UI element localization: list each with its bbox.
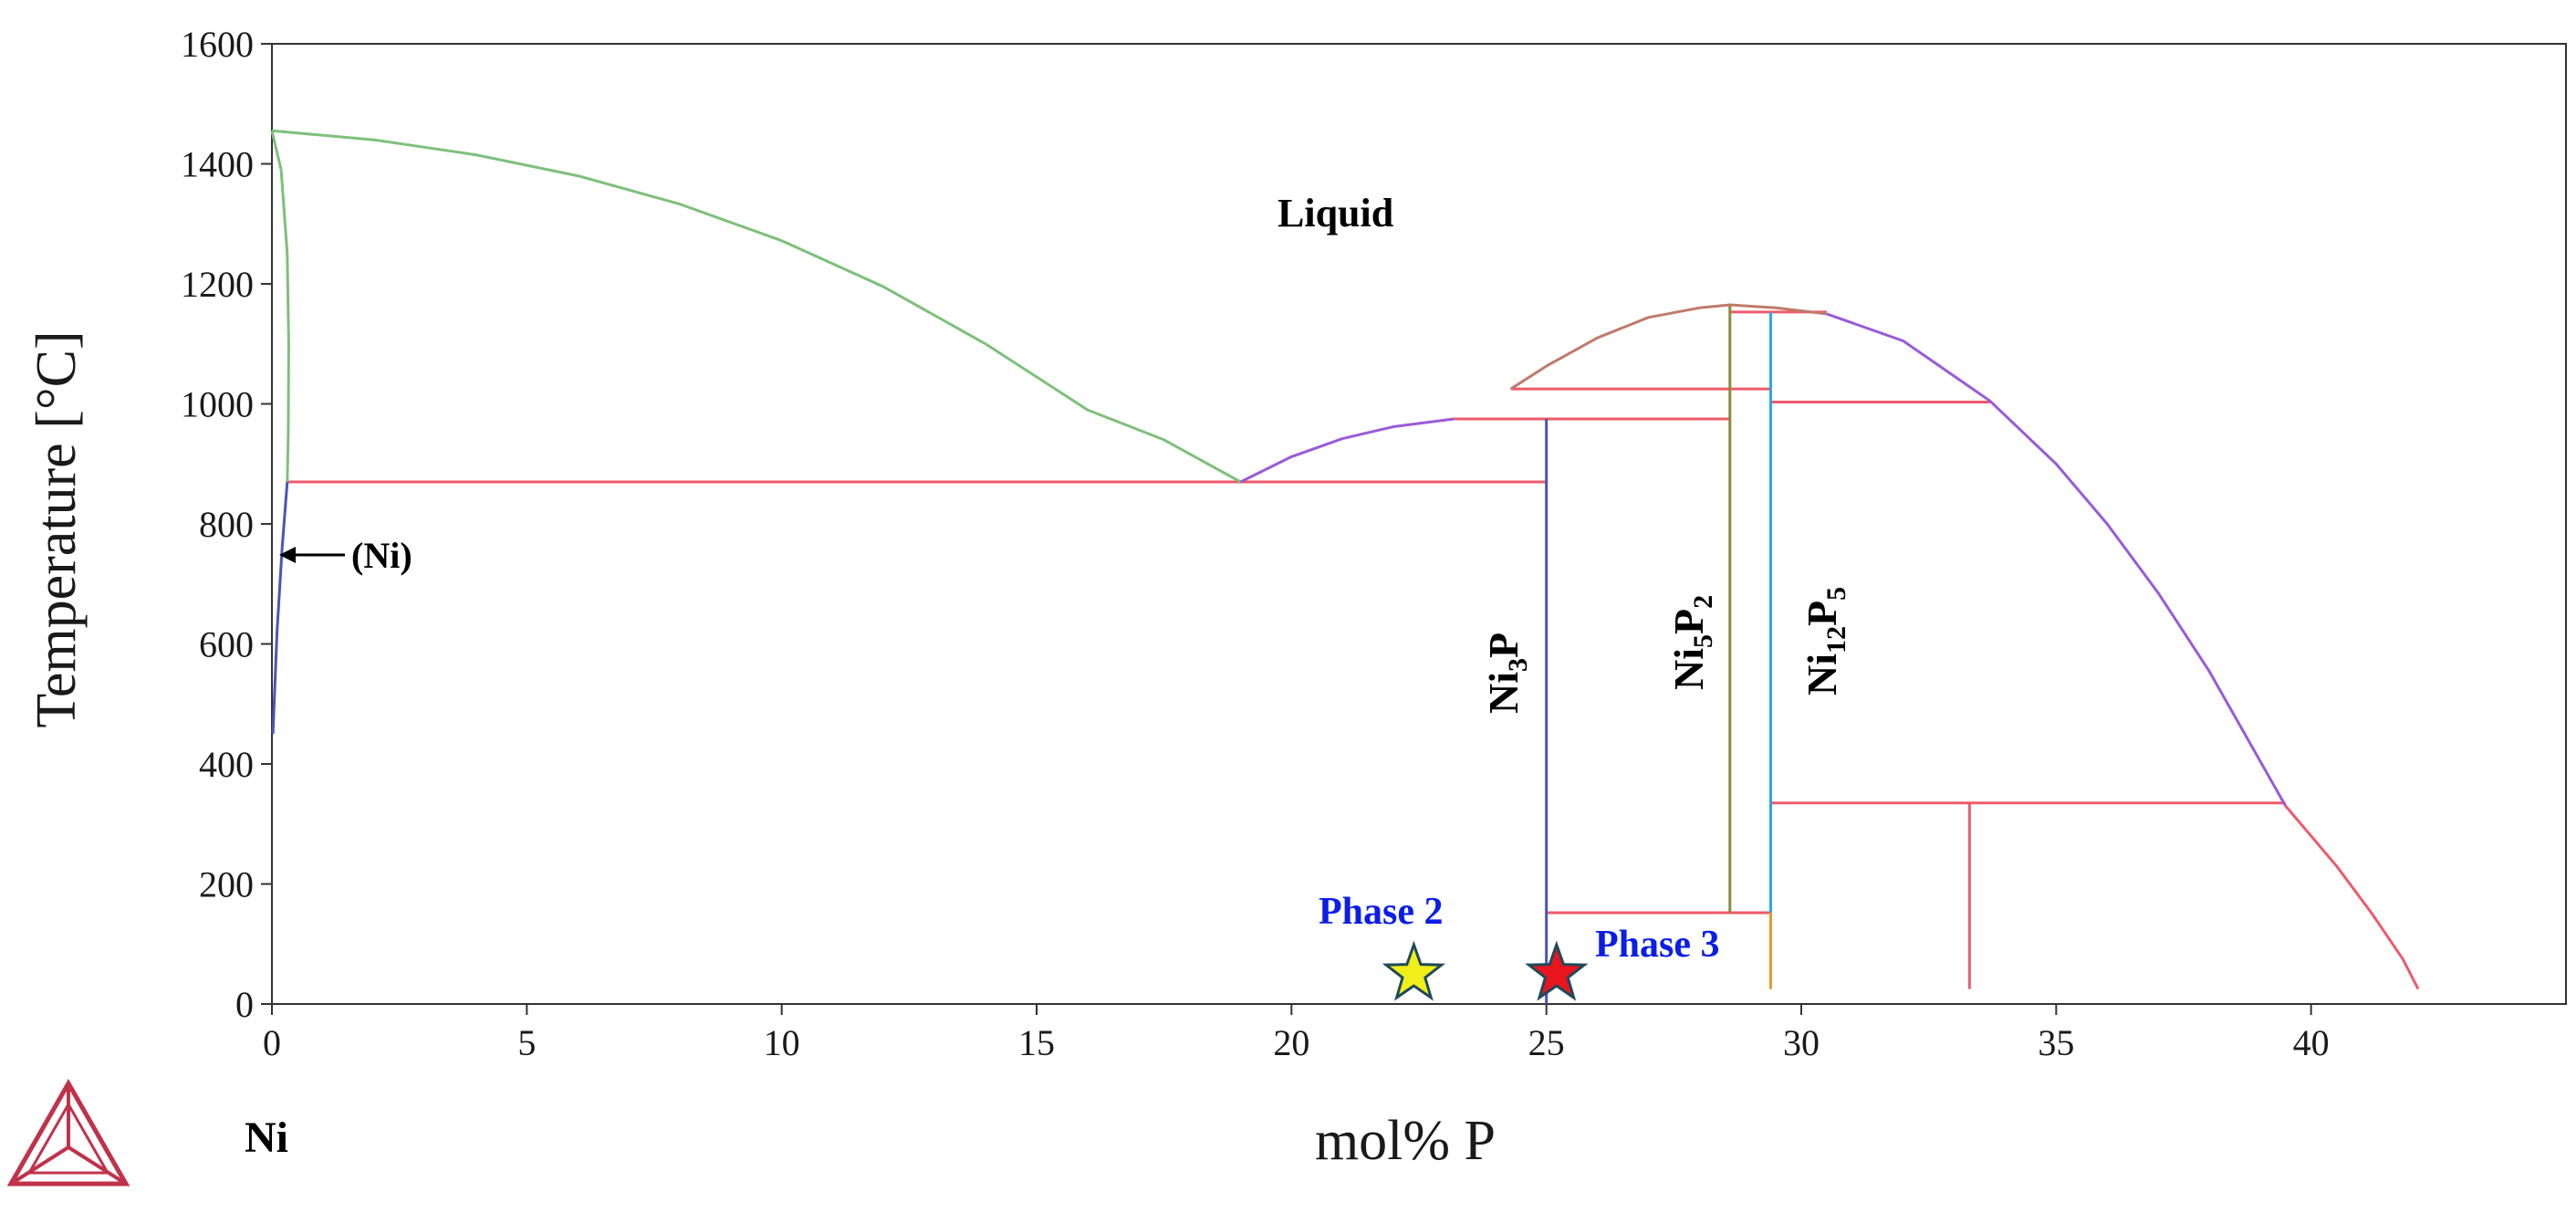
x-tick-label: 10 (764, 1022, 800, 1063)
phase-markers (1382, 940, 1589, 1001)
y-axis: 0 200 400 600 800 1000 1200 1400 1600 (181, 24, 272, 1025)
ni-phase-label: (Ni) (351, 535, 412, 576)
ni12p5-label: Ni12P5 (1799, 587, 1851, 695)
y-tick-label: 1200 (181, 264, 254, 305)
ni3p-label: Ni3P (1480, 633, 1533, 714)
triangle-logo-icon (6, 1078, 130, 1187)
x-tick-label: 25 (1528, 1022, 1565, 1063)
ni-phase-annotation: (Ni) (279, 535, 412, 576)
arrow-left-icon (279, 547, 296, 563)
phase-3-label: Phase 3 (1595, 924, 1720, 966)
y-tick-label: 600 (199, 624, 254, 665)
x-tick-label: 15 (1018, 1022, 1055, 1063)
y-tick-label: 1000 (181, 384, 254, 425)
x-tick-label: 5 (517, 1022, 536, 1063)
y-tick-label: 1400 (181, 144, 254, 185)
y-axis-title: Temperature [°C] (26, 330, 88, 727)
y-tick-label: 1600 (181, 24, 254, 65)
phase-2-label: Phase 2 (1319, 891, 1444, 933)
boundary-line (1826, 312, 2288, 807)
x-axis: 0 5 10 15 20 25 30 35 40 (263, 1004, 2330, 1063)
boundary-line (1509, 303, 1828, 391)
star-marker (1382, 940, 1446, 1001)
y-tick-label: 0 (235, 984, 254, 1025)
liquid-region-label: Liquid (1278, 191, 1393, 235)
x-tick-label: 0 (263, 1022, 281, 1063)
x-tick-label: 40 (2293, 1022, 2330, 1063)
y-tick-label: 200 (199, 864, 254, 905)
x-axis-title: mol% P (1315, 1110, 1496, 1172)
boundary-line (271, 129, 1242, 484)
plot-frame (271, 43, 2567, 1005)
x-tick-label: 30 (1783, 1022, 1820, 1063)
y-tick-label: 800 (199, 504, 254, 545)
invariant-lines (287, 310, 2286, 915)
ni-corner-label: Ni (245, 1114, 288, 1162)
y-tick-label: 400 (199, 744, 254, 785)
x-tick-label: 20 (1273, 1022, 1309, 1063)
boundary-line (270, 130, 290, 483)
boundary-line (1239, 417, 1455, 484)
compound-lines (1545, 305, 1971, 1004)
star-marker (1525, 940, 1589, 1001)
phase-boundaries (270, 129, 2420, 990)
boundary-line (271, 481, 289, 735)
ni5p2-label: Ni5P2 (1665, 595, 1718, 690)
x-tick-label: 35 (2038, 1022, 2074, 1063)
boundary-line (2284, 805, 2420, 990)
